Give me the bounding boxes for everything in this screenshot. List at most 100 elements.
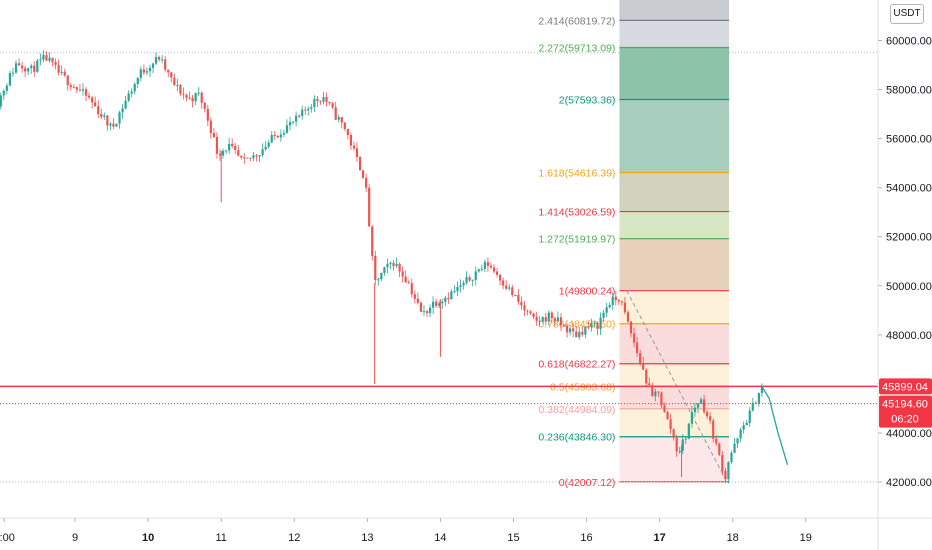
candle-body: [48, 57, 51, 61]
candle-body: [158, 57, 161, 60]
level-price-badge: [879, 378, 932, 395]
candle-body: [386, 263, 389, 268]
countdown-text: 06:20: [891, 414, 919, 426]
fibonacci-extension[interactable]: 2.414(60819.72) 2.272(59713.09) 2(57593.36…: [538, 0, 730, 489]
candle-body: [218, 153, 222, 156]
candle-body: [39, 59, 42, 61]
candle-body: [145, 71, 149, 73]
candle-body: [575, 331, 578, 338]
x-tick-label: 14: [434, 532, 446, 544]
candle-body: [462, 282, 465, 286]
fib-zone: [619, 323, 730, 364]
candle-body: [206, 108, 209, 121]
candle-body: [636, 342, 639, 354]
candle-body: [261, 149, 264, 156]
candle-body: [678, 450, 681, 452]
candle-body: [11, 72, 15, 74]
candle-body: [142, 69, 145, 73]
candle-body: [447, 297, 450, 300]
y-tick-label: 48000.00: [886, 330, 932, 342]
candle-body: [60, 71, 63, 73]
y-tick-label: 56000.00: [886, 134, 932, 146]
candle-body: [30, 65, 33, 69]
fib-level-label: 0.236(43846.30): [538, 432, 615, 444]
candle-body: [502, 280, 505, 286]
candle-body: [346, 128, 349, 135]
candle-body: [295, 115, 298, 122]
last-price-badge: [879, 395, 932, 428]
candle-body: [724, 470, 727, 480]
candle-body: [559, 317, 563, 326]
candle-body: [757, 392, 760, 404]
y-tick-label: 60000.00: [886, 36, 932, 48]
candle-body: [535, 316, 538, 321]
candle-body: [642, 363, 645, 370]
candle-body: [91, 97, 94, 103]
candle-body: [599, 317, 602, 329]
candle-body: [663, 405, 666, 412]
candle-body: [645, 369, 648, 384]
x-tick-label: 16: [580, 532, 592, 544]
candle-body: [709, 416, 712, 421]
fib-level-label: 1.272(51919.97): [538, 234, 615, 246]
candle-body: [69, 85, 72, 88]
candle-body: [693, 407, 697, 413]
candle-body: [221, 150, 225, 156]
candle-body: [648, 383, 651, 386]
x-tick-label: 10: [142, 532, 154, 544]
candle-body: [97, 106, 100, 114]
candle-body: [267, 142, 270, 147]
candle-body: [389, 262, 392, 264]
candle-body: [727, 462, 730, 480]
candle-body: [27, 68, 30, 72]
candle-body: [721, 454, 724, 471]
candle-body: [127, 93, 130, 101]
candle-body: [541, 317, 544, 322]
candle-body: [197, 92, 200, 94]
candle-body: [602, 312, 605, 318]
candle-body: [565, 325, 569, 333]
candle-body: [81, 89, 85, 91]
candle-body: [106, 115, 109, 126]
candle-body: [273, 134, 276, 137]
candle-body: [474, 271, 477, 280]
candle-body: [325, 97, 328, 102]
candle-body: [313, 98, 316, 108]
projection-line: [761, 386, 789, 466]
fib-level-label: 1.618(54616.39): [538, 168, 615, 180]
fib-zone: [619, 47, 730, 100]
candle-body: [78, 89, 82, 91]
fib-zone: [619, 20, 730, 48]
candle-body: [231, 143, 234, 147]
candle-body: [733, 443, 736, 453]
candle-body: [255, 155, 258, 157]
candle-body: [167, 69, 170, 73]
candle-body: [215, 136, 219, 154]
candle-body: [623, 302, 627, 313]
candle-body: [465, 277, 468, 283]
candle-body: [626, 312, 630, 322]
candle-body: [523, 305, 526, 311]
candle-body: [498, 274, 502, 281]
candle-body: [66, 75, 69, 86]
candle-body: [486, 262, 490, 266]
candle-body: [148, 67, 152, 72]
candle-body: [14, 63, 18, 73]
candle-body: [57, 64, 60, 73]
candle-body: [337, 117, 340, 120]
candle-body: [118, 112, 121, 124]
candle-body: [154, 57, 158, 64]
candle-body: [51, 57, 54, 63]
candle-body: [365, 177, 368, 188]
currency-unit-button[interactable]: USDT: [890, 4, 924, 24]
x-tick-label: 12: [288, 532, 300, 544]
candle-body: [556, 317, 560, 322]
candle-body: [291, 121, 295, 123]
candle-body: [690, 412, 694, 424]
candle-body: [374, 255, 377, 280]
candle-body: [161, 59, 164, 61]
candle-body: [617, 300, 620, 302]
candle-body: [739, 429, 742, 439]
candle-body: [672, 429, 675, 438]
